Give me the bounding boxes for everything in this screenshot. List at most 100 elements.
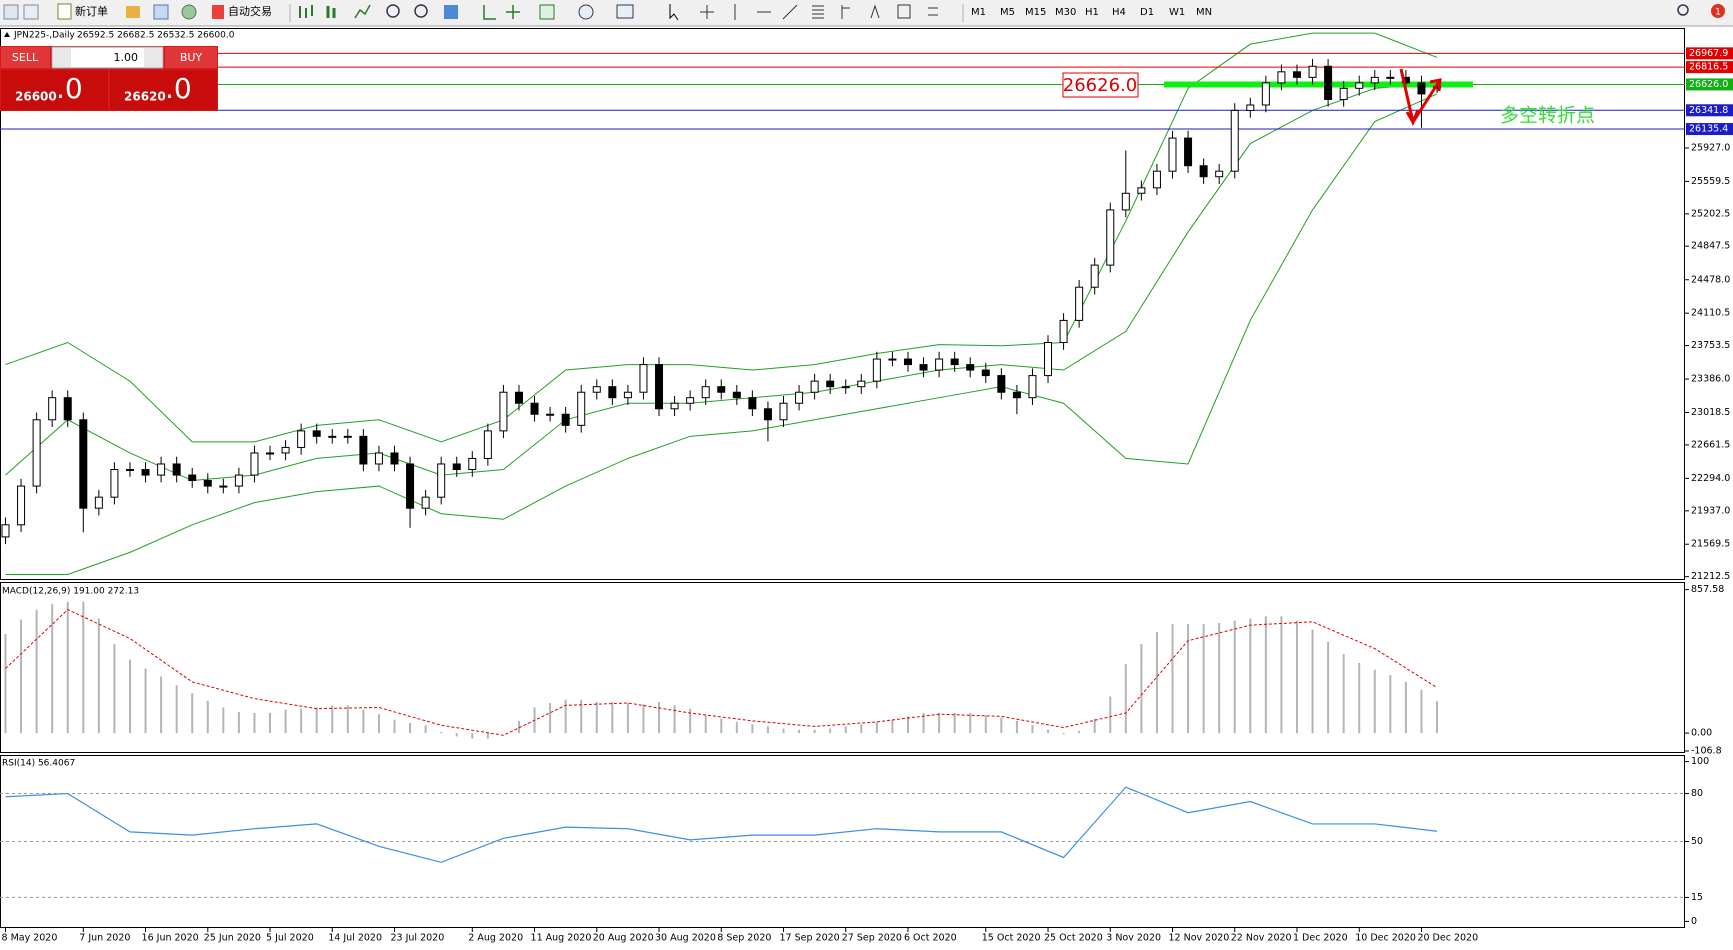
fibo-tool[interactable] bbox=[841, 5, 850, 19]
candle-body bbox=[234, 474, 243, 487]
candle-body bbox=[826, 380, 835, 388]
new-order-icon[interactable] bbox=[57, 3, 72, 20]
candle-body bbox=[670, 402, 679, 410]
y-tick-label: 100 bbox=[1691, 756, 1709, 767]
candle-body bbox=[1090, 264, 1099, 288]
ask-box[interactable] bbox=[110, 70, 217, 110]
x-tick-label: 1 Dec 2020 bbox=[1293, 933, 1348, 944]
timeframe-button[interactable]: MN bbox=[1196, 7, 1212, 18]
candle-body bbox=[343, 435, 352, 438]
icon[interactable] bbox=[578, 4, 594, 20]
timeframe-button[interactable]: W1 bbox=[1169, 7, 1185, 18]
candle-body bbox=[1012, 391, 1021, 399]
candle-body bbox=[266, 452, 275, 455]
timeframe-button[interactable]: M1 bbox=[971, 7, 986, 18]
x-tick-label: 10 Dec 2020 bbox=[1355, 933, 1416, 944]
arrow-tool[interactable] bbox=[928, 7, 938, 16]
icon[interactable] bbox=[299, 5, 313, 18]
icon[interactable] bbox=[539, 4, 555, 20]
x-tick-label: 2 Aug 2020 bbox=[468, 933, 523, 944]
header-arrow bbox=[4, 32, 10, 37]
timeframe-button[interactable]: M30 bbox=[1055, 7, 1076, 18]
auto-trading[interactable]: 自动交易 bbox=[228, 4, 272, 18]
y-tick-label: 15 bbox=[1691, 892, 1703, 903]
candle-body bbox=[950, 358, 959, 366]
candle-body bbox=[437, 463, 446, 498]
trendline-tool[interactable] bbox=[782, 4, 798, 20]
search-icon[interactable] bbox=[1677, 4, 1689, 16]
macd-panel bbox=[0, 582, 1685, 753]
timeframe-button[interactable]: M15 bbox=[1025, 7, 1046, 18]
volume-up[interactable] bbox=[144, 48, 162, 67]
cursor-tool[interactable] bbox=[669, 4, 679, 21]
auto-trading-icon[interactable] bbox=[212, 5, 224, 19]
icon[interactable] bbox=[126, 6, 140, 18]
zoom-out[interactable] bbox=[414, 4, 428, 18]
candle-body bbox=[1277, 71, 1286, 84]
buy-label[interactable]: BUY bbox=[180, 51, 203, 64]
icon[interactable] bbox=[444, 5, 458, 19]
volume-down[interactable] bbox=[53, 48, 71, 67]
x-tick-label: 14 Jul 2020 bbox=[328, 933, 382, 944]
candle-body bbox=[390, 452, 399, 465]
timeframe-button[interactable]: D1 bbox=[1140, 7, 1154, 18]
candle-body bbox=[110, 469, 119, 498]
icon[interactable] bbox=[181, 4, 197, 20]
one-click-trading bbox=[0, 46, 218, 111]
timeframes: M1 M5 M15 M30 H1 H4 D1 W1 MN bbox=[971, 7, 1212, 18]
notification-badge[interactable] bbox=[1711, 4, 1725, 18]
icon[interactable] bbox=[506, 5, 520, 19]
toolbar-icons bbox=[3, 3, 1725, 22]
bid-price: 26600 bbox=[15, 90, 57, 104]
channel-tool[interactable] bbox=[812, 5, 824, 19]
bollinger-middle bbox=[5, 82, 1438, 482]
price-level-label: 26967.9 bbox=[1689, 48, 1728, 59]
zoom-in[interactable] bbox=[386, 4, 400, 18]
icon[interactable] bbox=[616, 4, 634, 19]
buy-button[interactable] bbox=[165, 47, 217, 68]
annotation-box bbox=[1062, 72, 1139, 98]
timeframe-button[interactable]: M5 bbox=[1000, 7, 1015, 18]
candle-body bbox=[888, 358, 897, 361]
y-tick-label: 0 bbox=[1691, 916, 1697, 927]
x-tick-label: 27 Sep 2020 bbox=[842, 933, 902, 944]
label-tool[interactable] bbox=[897, 4, 911, 19]
candle-body bbox=[1121, 192, 1130, 211]
icon[interactable] bbox=[354, 4, 371, 19]
volume-input[interactable] bbox=[51, 46, 164, 69]
timeframe-button[interactable]: H4 bbox=[1112, 7, 1126, 18]
candle-body bbox=[608, 386, 617, 399]
icon[interactable] bbox=[483, 5, 496, 20]
new-order[interactable]: 新订单 bbox=[75, 4, 108, 18]
sell-button[interactable] bbox=[1, 47, 50, 68]
candle-body bbox=[997, 375, 1006, 393]
y-tick-label: 25202.5 bbox=[1691, 208, 1730, 219]
x-tick-label: 25 Oct 2020 bbox=[1044, 933, 1103, 944]
candle-body bbox=[1137, 187, 1146, 194]
y-tick-label: 23018.5 bbox=[1691, 407, 1730, 418]
rsi-chart: 100 80 50 15 0 bbox=[0, 756, 1709, 927]
candle-body bbox=[732, 391, 741, 399]
volume-value[interactable]: 1.00 bbox=[114, 51, 139, 64]
candle-body bbox=[125, 469, 134, 472]
icon[interactable] bbox=[3, 4, 19, 20]
text-tool[interactable] bbox=[870, 4, 880, 19]
timeframe-button[interactable]: H1 bbox=[1085, 7, 1099, 18]
sell-label[interactable]: SELL bbox=[12, 51, 39, 64]
bollinger-lower bbox=[5, 93, 1438, 575]
price-level-label: 26816.5 bbox=[1689, 62, 1728, 73]
chart-title: JPN225-,Daily bbox=[13, 31, 76, 41]
candle-body bbox=[1028, 375, 1037, 399]
bid-box[interactable] bbox=[1, 70, 108, 110]
icon[interactable] bbox=[326, 6, 336, 18]
macd-signal bbox=[5, 609, 1438, 736]
icon[interactable] bbox=[23, 4, 39, 20]
candle-body bbox=[17, 485, 26, 526]
y-tick-label: 24110.5 bbox=[1691, 308, 1730, 319]
candle-body bbox=[841, 386, 850, 389]
ask-price: 26620 bbox=[124, 90, 166, 104]
icon[interactable] bbox=[153, 4, 169, 20]
crosshair-tool[interactable] bbox=[700, 5, 714, 19]
ask-fraction: .0 bbox=[165, 72, 192, 105]
x-tick-label: 11 Aug 2020 bbox=[531, 933, 592, 944]
